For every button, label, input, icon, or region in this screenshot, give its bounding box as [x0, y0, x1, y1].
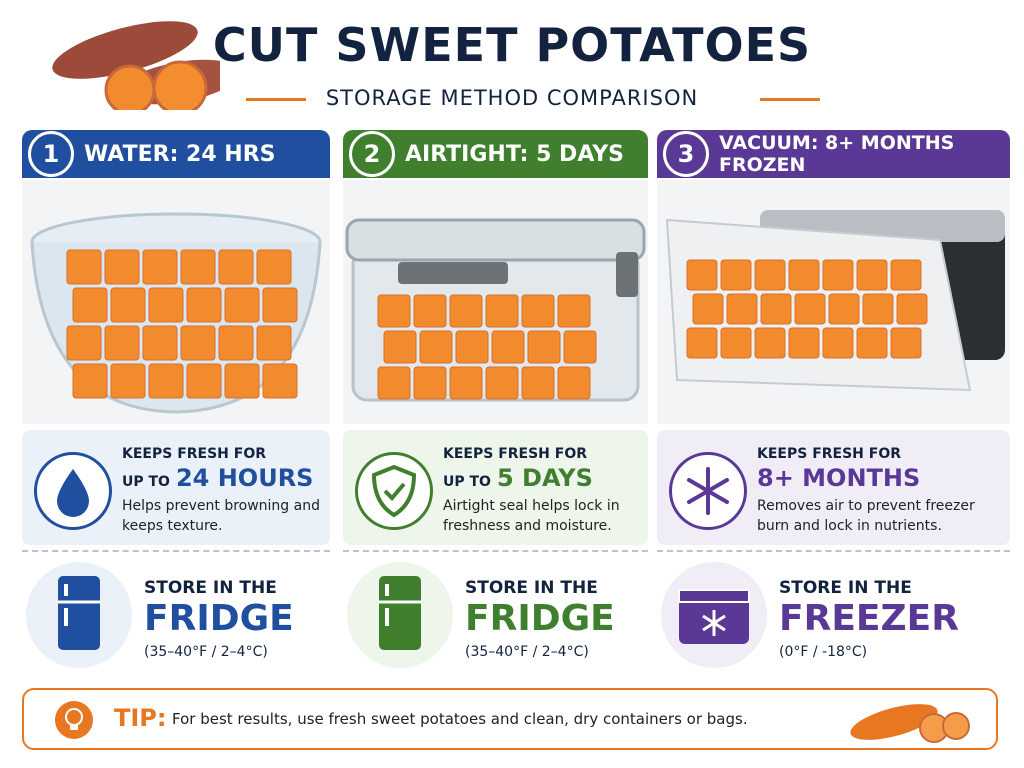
fresh-intro: KEEPS FRESH FOR: [122, 446, 267, 462]
info-box: KEEPS FRESH FOR UP TO 24 HOURS Helps preven…: [22, 430, 330, 545]
divider: [22, 550, 330, 552]
info-icon: [34, 452, 112, 530]
description: Helps prevent browning and keeps texture…: [122, 498, 320, 534]
store-intro: STORE IN THE: [779, 578, 912, 598]
fresh-intro: KEEPS FRESH FOR: [757, 446, 902, 462]
store-temp: (35–40°F / 2–4°C): [144, 644, 268, 660]
appliance-icon: [379, 576, 421, 650]
fresh-prefix: UP TO: [443, 474, 491, 490]
fresh-prefix: UP TO: [122, 474, 170, 490]
tip-label: TIP:: [114, 704, 167, 732]
method-heading: WATER: 24 HRS: [84, 141, 276, 167]
description: Removes air to prevent freezer burn and …: [757, 498, 975, 534]
store-temp: (0°F / -18°C): [779, 644, 868, 660]
appliance-icon: [678, 589, 750, 644]
info-icon-art: [57, 469, 89, 517]
store-place: FRIDGE: [465, 598, 615, 639]
method-image: [657, 180, 1010, 424]
tip-box: TIP: For best results, use fresh sweet p…: [22, 688, 998, 750]
store-temp: (35–40°F / 2–4°C): [465, 644, 589, 660]
info-box: KEEPS FRESH FOR 8+ MONTHS Removes air to p…: [657, 430, 1010, 545]
store-intro: STORE IN THE: [465, 578, 598, 598]
method-heading: AIRTIGHT: 5 DAYS: [405, 141, 625, 167]
method-banner: 1 WATER: 24 HRS: [22, 130, 330, 178]
divider: [657, 550, 1010, 552]
store-section: STORE IN THE FREEZER (0°F / -18°C): [657, 562, 1010, 672]
rule: [246, 98, 306, 101]
store-icon: [26, 562, 132, 668]
divider: [343, 550, 648, 552]
method-image: [343, 180, 648, 424]
fresh-value: 24 HOURS: [175, 464, 314, 492]
method-heading: VACUUM: 8+ MONTHS FROZEN: [719, 132, 955, 176]
method-number: 3: [663, 131, 709, 177]
title: CUT SWEET POTATOES: [212, 18, 812, 72]
store-intro: STORE IN THE: [144, 578, 277, 598]
info-box: KEEPS FRESH FOR UP TO 5 DAYS Airtight seal …: [343, 430, 648, 545]
info-icon: [355, 452, 433, 530]
method-number: 1: [28, 131, 74, 177]
store-place: FREEZER: [779, 598, 959, 639]
store-icon: [661, 562, 767, 668]
bulb-icon: [55, 701, 93, 739]
tip-text: For best results, use fresh sweet potato…: [172, 710, 748, 728]
store-section: STORE IN THE FRIDGE (35–40°F / 2–4°C): [343, 562, 648, 672]
fresh-line: 8+ MONTHS: [757, 464, 920, 492]
method-banner: 3 VACUUM: 8+ MONTHS FROZEN: [657, 130, 1010, 178]
description: Airtight seal helps lock in freshness an…: [443, 498, 620, 534]
fresh-line: UP TO 5 DAYS: [443, 464, 593, 492]
method-banner: 2 AIRTIGHT: 5 DAYS: [343, 130, 648, 178]
info-icon-art: [371, 464, 417, 518]
method-number: 2: [349, 131, 395, 177]
fresh-line: UP TO 24 HOURS: [122, 464, 313, 492]
potato-illustration: [52, 21, 220, 110]
appliance-icon: [58, 576, 100, 650]
fresh-value: 8+ MONTHS: [757, 464, 921, 492]
store-section: STORE IN THE FRIDGE (35–40°F / 2–4°C): [22, 562, 330, 672]
fresh-value: 5 DAYS: [496, 464, 593, 492]
store-place: FRIDGE: [144, 598, 294, 639]
subtitle: STORAGE METHOD COMPARISON: [325, 86, 699, 110]
container-illustration: [30, 212, 322, 414]
fresh-intro: KEEPS FRESH FOR: [443, 446, 588, 462]
info-icon-art: [687, 467, 729, 515]
container-illustration: [345, 218, 646, 402]
potato-icon: [850, 704, 970, 743]
info-icon: [669, 452, 747, 530]
container-illustration: [665, 210, 1005, 392]
rule: [760, 98, 820, 101]
method-image: [22, 180, 330, 424]
store-icon: [347, 562, 453, 668]
